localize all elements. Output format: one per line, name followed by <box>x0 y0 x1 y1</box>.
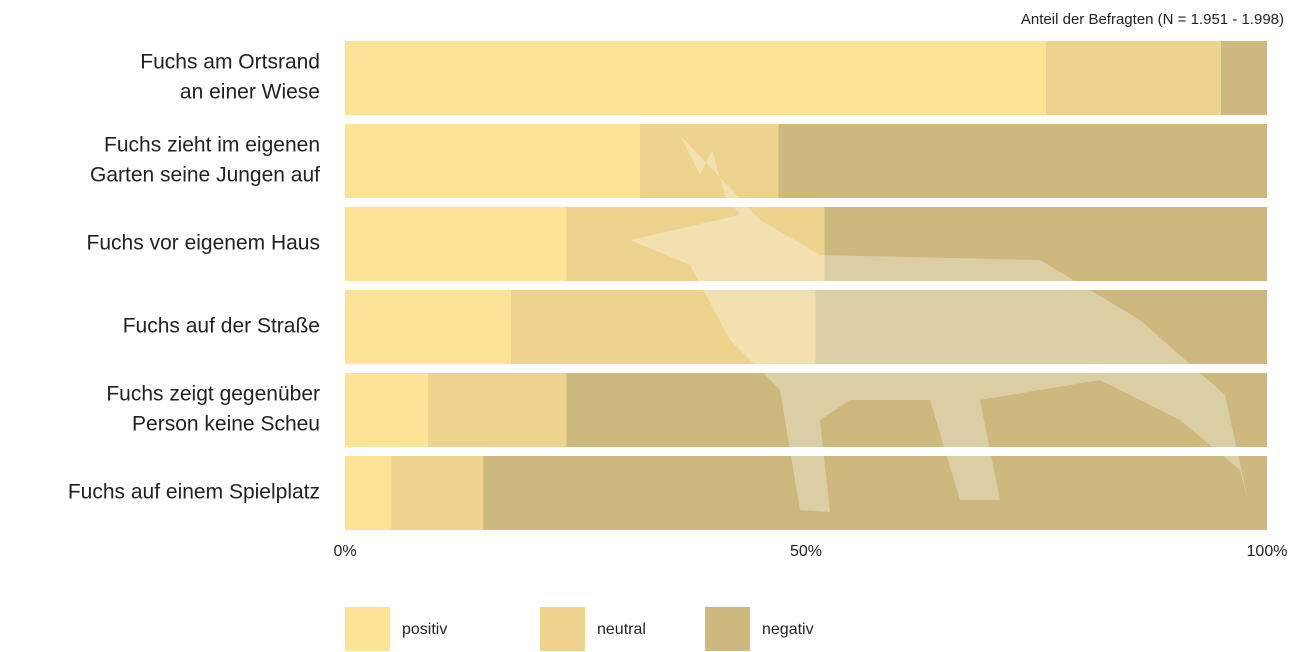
bar-segment <box>778 124 1267 198</box>
legend-label: negativ <box>762 621 814 638</box>
bar-segment <box>483 456 1267 530</box>
category-label: an einer Wiese <box>180 81 320 104</box>
legend-swatch <box>705 607 750 651</box>
fox-silhouette <box>630 135 1248 512</box>
bar-segment <box>345 124 641 198</box>
x-tick-label: 100% <box>1247 543 1288 560</box>
legend-swatch <box>345 607 390 651</box>
bar-segment <box>427 373 567 447</box>
bar-segment <box>345 373 428 447</box>
annotation: Anteil der Befragten (N = 1.951 - 1.998) <box>1021 11 1284 28</box>
bar-segment <box>391 456 484 530</box>
bar-segment <box>566 373 1267 447</box>
bar-segment <box>824 207 1267 281</box>
legend-label: neutral <box>597 621 646 638</box>
x-tick-label: 50% <box>790 543 822 560</box>
category-label: Fuchs zieht im eigenen <box>104 134 320 157</box>
category-label: Fuchs vor eigenem Haus <box>87 232 320 255</box>
bars <box>345 41 1267 530</box>
bar-segment <box>345 41 1046 115</box>
category-label: Fuchs zeigt gegenüber <box>106 383 320 406</box>
bar-segment <box>1045 41 1221 115</box>
category-label: Garten seine Jungen auf <box>90 164 320 187</box>
category-label: Person keine Scheu <box>132 413 320 436</box>
category-label: Fuchs am Ortsrand <box>140 51 320 74</box>
category-label: Fuchs auf der Straße <box>123 315 320 338</box>
bar-segment <box>345 456 392 530</box>
category-label: Fuchs auf einem Spielplatz <box>68 481 320 504</box>
x-tick-label: 0% <box>333 543 356 560</box>
legend-swatch <box>540 607 585 651</box>
bar-segment <box>1220 41 1267 115</box>
bar-segment <box>640 124 779 198</box>
bar-segment <box>345 290 511 364</box>
bar-segment <box>510 290 816 364</box>
bar-segment <box>345 207 567 281</box>
bar-segment <box>815 290 1267 364</box>
bar-segment <box>566 207 825 281</box>
legend-label: positiv <box>402 621 447 638</box>
